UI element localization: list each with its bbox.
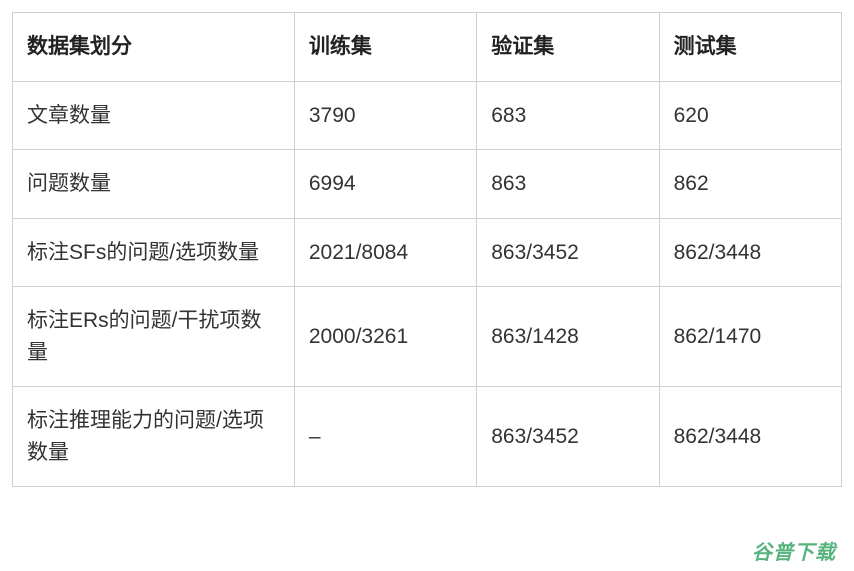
cell-valid: 863/3452 <box>477 387 659 487</box>
table-header-row: 数据集划分 训练集 验证集 测试集 <box>13 13 842 82</box>
row-label: 文章数量 <box>13 81 295 150</box>
cell-train: 2021/8084 <box>294 218 476 287</box>
col-header-test: 测试集 <box>659 13 841 82</box>
cell-train: 3790 <box>294 81 476 150</box>
dataset-split-table: 数据集划分 训练集 验证集 测试集 文章数量 3790 683 620 问题数量… <box>12 12 842 487</box>
row-label: 标注ERs的问题/干扰项数量 <box>13 287 295 387</box>
row-label: 问题数量 <box>13 150 295 219</box>
row-label: 标注SFs的问题/选项数量 <box>13 218 295 287</box>
cell-test: 862/3448 <box>659 387 841 487</box>
table-row: 标注ERs的问题/干扰项数量 2000/3261 863/1428 862/14… <box>13 287 842 387</box>
table-row: 文章数量 3790 683 620 <box>13 81 842 150</box>
cell-test: 862 <box>659 150 841 219</box>
col-header-train: 训练集 <box>294 13 476 82</box>
table-row: 问题数量 6994 863 862 <box>13 150 842 219</box>
col-header-split: 数据集划分 <box>13 13 295 82</box>
cell-train: – <box>294 387 476 487</box>
table-row: 标注SFs的问题/选项数量 2021/8084 863/3452 862/344… <box>13 218 842 287</box>
cell-train: 6994 <box>294 150 476 219</box>
col-header-valid: 验证集 <box>477 13 659 82</box>
cell-valid: 863/1428 <box>477 287 659 387</box>
cell-test: 862/1470 <box>659 287 841 387</box>
row-label: 标注推理能力的问题/选项数量 <box>13 387 295 487</box>
cell-valid: 863 <box>477 150 659 219</box>
cell-valid: 683 <box>477 81 659 150</box>
cell-valid: 863/3452 <box>477 218 659 287</box>
watermark-text: 谷普下载 <box>752 536 836 565</box>
table-row: 标注推理能力的问题/选项数量 – 863/3452 862/3448 <box>13 387 842 487</box>
cell-test: 862/3448 <box>659 218 841 287</box>
cell-test: 620 <box>659 81 841 150</box>
cell-train: 2000/3261 <box>294 287 476 387</box>
